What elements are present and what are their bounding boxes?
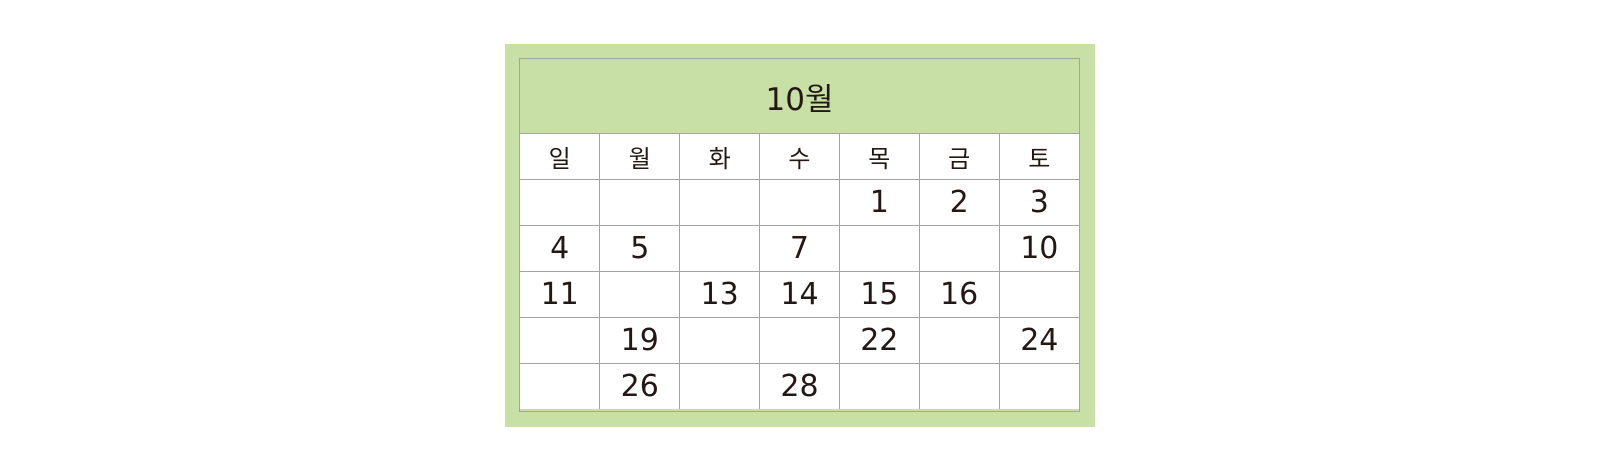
day-cell: 13 bbox=[679, 271, 761, 318]
day-cell bbox=[759, 179, 840, 226]
day-cell: 4 bbox=[520, 225, 601, 272]
weekday-tuesday: 화 bbox=[679, 134, 761, 180]
day-cell: 5 bbox=[599, 225, 681, 272]
day-cell bbox=[520, 317, 601, 364]
weekday-friday: 금 bbox=[918, 134, 1000, 180]
day-cell: 28 bbox=[759, 363, 840, 409]
day-cell bbox=[838, 225, 920, 272]
day-cell: 26 bbox=[599, 363, 681, 409]
day-cell bbox=[599, 179, 681, 226]
day-cell: 7 bbox=[759, 225, 840, 272]
day-cell: 16 bbox=[918, 271, 1000, 318]
day-cell bbox=[679, 317, 761, 364]
day-cell: 22 bbox=[838, 317, 920, 364]
weekday-monday: 월 bbox=[599, 134, 681, 180]
day-cell bbox=[918, 317, 1000, 364]
day-cell: 10 bbox=[998, 225, 1079, 272]
day-cell bbox=[759, 317, 840, 364]
calendar-frame: 10월 일 월 화 수 목 금 토 1 2 3 4 5 bbox=[505, 44, 1095, 427]
day-cell: 15 bbox=[838, 271, 920, 318]
day-cell bbox=[838, 363, 920, 409]
month-title: 10월 bbox=[520, 59, 1079, 134]
weekday-header-row: 일 월 화 수 목 금 토 bbox=[520, 134, 1079, 180]
day-cell bbox=[679, 179, 761, 226]
day-cell bbox=[520, 179, 601, 226]
day-cell bbox=[998, 363, 1079, 409]
day-cell bbox=[520, 363, 601, 409]
day-cell: 3 bbox=[998, 179, 1079, 226]
week-row-2: 4 5 7 10 bbox=[520, 225, 1079, 272]
day-cell: 1 bbox=[838, 179, 920, 226]
day-cell bbox=[599, 271, 681, 318]
weekday-sunday: 일 bbox=[520, 134, 601, 180]
day-cell: 2 bbox=[918, 179, 1000, 226]
weekday-wednesday: 수 bbox=[759, 134, 840, 180]
day-cell bbox=[998, 271, 1079, 318]
day-cell: 11 bbox=[520, 271, 601, 318]
week-row-4: 19 22 24 bbox=[520, 317, 1079, 364]
day-cell: 24 bbox=[998, 317, 1079, 364]
week-row-3: 11 13 14 15 16 bbox=[520, 271, 1079, 318]
calendar-grid: 일 월 화 수 목 금 토 1 2 3 4 5 7 bbox=[520, 134, 1079, 409]
weekday-thursday: 목 bbox=[838, 134, 920, 180]
week-row-1: 1 2 3 bbox=[520, 179, 1079, 226]
day-cell bbox=[918, 363, 1000, 409]
week-row-5: 26 28 bbox=[520, 363, 1079, 409]
calendar: 10월 일 월 화 수 목 금 토 1 2 3 4 5 bbox=[519, 58, 1080, 412]
day-cell bbox=[679, 225, 761, 272]
day-cell: 19 bbox=[599, 317, 681, 364]
day-cell bbox=[918, 225, 1000, 272]
day-cell: 14 bbox=[759, 271, 840, 318]
day-cell bbox=[679, 363, 761, 409]
weekday-saturday: 토 bbox=[998, 134, 1079, 180]
